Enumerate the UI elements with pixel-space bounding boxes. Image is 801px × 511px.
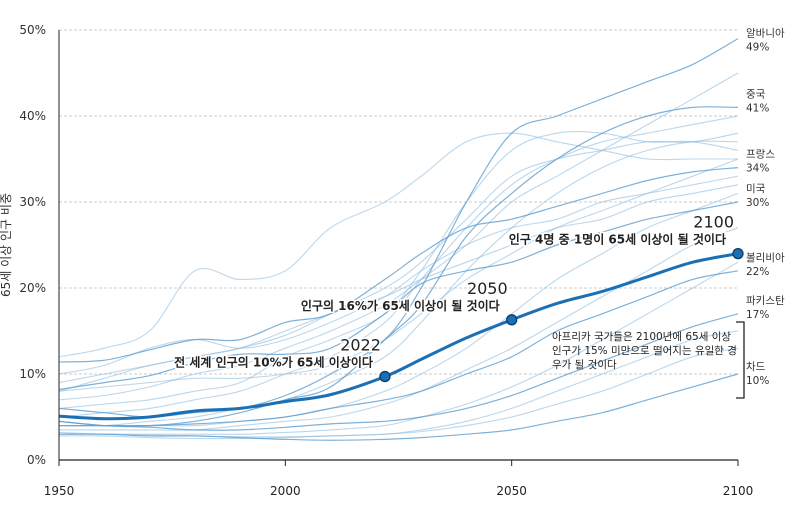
country-name-label: 알바니아 <box>746 28 785 40</box>
country-value-label: 41% <box>746 102 769 114</box>
x-tick-label: 2000 <box>270 484 301 498</box>
annotation-year: 2100 <box>693 213 734 232</box>
country-line <box>58 184 739 392</box>
country-line <box>58 175 739 375</box>
country-line <box>58 330 739 440</box>
country-line-4 <box>58 270 739 427</box>
country-line <box>59 261 739 435</box>
annotation-year: 2022 <box>340 336 381 355</box>
annotation-point <box>732 247 744 260</box>
country-line-6 <box>58 373 739 441</box>
x-tick-label: 1950 <box>44 484 75 498</box>
country-value-label: 10% <box>746 375 769 387</box>
country-line <box>59 227 739 431</box>
annotation-text: 인구의 16%가 65세 이상이 될 것이다 <box>301 298 500 313</box>
y-tick-label: 20% <box>19 281 46 295</box>
country-value-label: 17% <box>746 309 769 321</box>
country-name-label: 볼리비아 <box>746 252 785 264</box>
grid <box>59 29 738 375</box>
country-line <box>58 72 739 401</box>
y-tick-label: 40% <box>19 109 46 123</box>
country-value-label: 22% <box>746 266 769 278</box>
country-value-label: 34% <box>746 163 769 175</box>
country-line <box>58 140 739 427</box>
annotation-text: 인구 4명 중 1명이 65세 이상이 될 것이다 <box>509 232 726 247</box>
y-tick-label: 50% <box>19 23 46 37</box>
annotation-point <box>379 370 391 383</box>
country-name-label: 프랑스 <box>746 149 775 161</box>
annotation-point <box>506 314 518 326</box>
country-line-5 <box>58 313 739 431</box>
y-axis-title: 65세 이상 인구 비중 <box>0 193 13 297</box>
y-tick-label: 30% <box>19 195 46 209</box>
country-line-2 <box>58 167 739 363</box>
x-tick-label: 2100 <box>723 484 754 498</box>
world-line <box>58 252 739 421</box>
labeled-series: 알바니아 49% 중국 41% 프랑스 34% 미국 30% 볼리비아 22% 파키스탄 17% 차드 1… <box>58 28 785 441</box>
annotation-text: 전 세계 인구의 10%가 65세 이상이다 <box>174 355 373 370</box>
country-line <box>58 132 738 358</box>
country-name-label: 차드 <box>746 361 766 373</box>
country-line-3 <box>58 201 739 391</box>
country-name-label: 파키스탄 <box>746 295 785 307</box>
bracket-line <box>736 321 745 399</box>
country-value-label: 49% <box>746 42 769 54</box>
country-line <box>58 115 739 418</box>
country-name-label: 중국 <box>746 88 766 100</box>
country-line <box>58 192 739 427</box>
axes: 0% 10% 20% 30% 40% 50% 1950 2000 2050 2100 <box>19 23 753 498</box>
y-tick-label: 0% <box>27 453 46 467</box>
annotation-year: 2050 <box>467 279 508 298</box>
bracket <box>736 321 745 399</box>
country-value-label: 30% <box>746 197 769 209</box>
country-name-label: 미국 <box>746 183 766 195</box>
y-tick-label: 10% <box>19 367 46 381</box>
country-line-1 <box>58 106 739 427</box>
bracket-annotation: 아프리카 국가들은 2100년에 65세 이상 인구가 15% 미만으로 떨어지… <box>552 331 737 371</box>
country-line <box>58 131 739 409</box>
x-tick-label: 2050 <box>496 484 527 498</box>
